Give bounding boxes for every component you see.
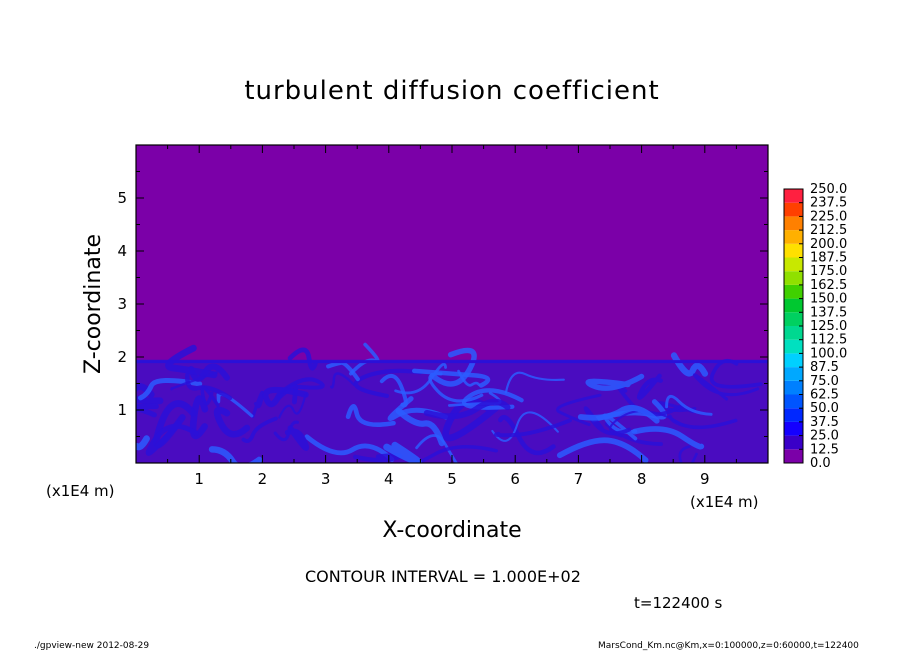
x-tick-label: 2: [258, 470, 268, 488]
colorbar-level-label: 62.5: [810, 388, 839, 403]
colorbar-level-label: 162.5: [810, 278, 847, 293]
colorbar-level-label: 50.0: [810, 401, 839, 416]
y-tick-label: 1: [117, 401, 127, 419]
colorbar-level-label: 37.5: [810, 415, 839, 430]
colorbar-level-label: 112.5: [810, 333, 847, 348]
colorbar-level-label: 200.0: [810, 237, 847, 252]
colorbar-swatch: [784, 449, 803, 463]
x-unit-label-right: (x1E4 m): [690, 493, 759, 511]
colorbar-level-label: 75.0: [810, 374, 839, 389]
colorbar-swatch: [784, 367, 803, 381]
footer-data-source: MarsCond_Km.nc@Km,x=0:100000,z=0:60000,t…: [598, 641, 859, 651]
colorbar-swatch: [784, 312, 803, 326]
x-tick-label: 6: [510, 470, 520, 488]
y-tick-label: 5: [117, 189, 127, 207]
colorbar-swatch: [784, 285, 803, 299]
colorbar-level-label: 237.5: [810, 196, 847, 211]
x-unit-label-left: (x1E4 m): [46, 482, 115, 500]
x-tick-label: 4: [384, 470, 394, 488]
y-axis-label: Z-coordinate: [81, 234, 106, 374]
colorbar-level-label: 125.0: [810, 319, 847, 334]
x-tick-label: 9: [700, 470, 710, 488]
colorbar-swatch: [784, 381, 803, 395]
colorbar-swatch: [784, 203, 803, 217]
colorbar-level-label: 250.0: [810, 182, 847, 197]
x-tick-label: 8: [637, 470, 647, 488]
colorbar-swatch: [784, 408, 803, 422]
colorbar-swatch: [784, 353, 803, 367]
colorbar-swatch: [784, 271, 803, 285]
y-tick-label: 4: [117, 242, 127, 260]
x-tick-label: 7: [574, 470, 584, 488]
x-axis-label: X-coordinate: [382, 518, 521, 543]
colorbar-swatch: [784, 258, 803, 272]
colorbar-swatch: [784, 436, 803, 450]
colorbar-level-label: 25.0: [810, 429, 839, 444]
colorbar-level-label: 0.0: [810, 456, 831, 471]
time-label: t=122400 s: [634, 594, 722, 612]
colorbar-swatch: [784, 340, 803, 354]
colorbar-swatch: [784, 244, 803, 258]
colorbar-swatch: [784, 230, 803, 244]
colorbar-level-label: 150.0: [810, 292, 847, 307]
colorbar-level-label: 12.5: [810, 442, 839, 457]
colorbar-level-label: 187.5: [810, 251, 847, 266]
footer-command-date: ./gpview-new 2012-08-29: [34, 641, 149, 651]
eddy-streak: [355, 455, 400, 460]
colorbar-level-label: 212.5: [810, 223, 847, 238]
colorbar-level-label: 175.0: [810, 264, 847, 279]
y-tick-label: 2: [117, 348, 127, 366]
colorbar-swatch: [784, 299, 803, 313]
contour-interval-note: CONTOUR INTERVAL = 1.000E+02: [305, 567, 581, 586]
turbulent-eddies: [117, 345, 768, 468]
colorbar-level-label: 100.0: [810, 346, 847, 361]
x-tick-label: 3: [321, 470, 331, 488]
colorbar-level-label: 225.0: [810, 209, 847, 224]
colorbar-swatch: [784, 189, 803, 203]
colorbar-swatch: [784, 326, 803, 340]
colorbar-swatch: [784, 422, 803, 436]
colorbar-level-label: 137.5: [810, 305, 847, 320]
colorbar-level-label: 87.5: [810, 360, 839, 375]
colorbar-swatch: [784, 216, 803, 230]
colorbar: 0.012.525.037.550.062.575.087.5100.0112.…: [784, 182, 847, 471]
colorbar-swatch: [784, 395, 803, 409]
y-tick-label: 3: [117, 295, 127, 313]
x-tick-label: 5: [447, 470, 457, 488]
x-tick-label: 1: [194, 470, 204, 488]
